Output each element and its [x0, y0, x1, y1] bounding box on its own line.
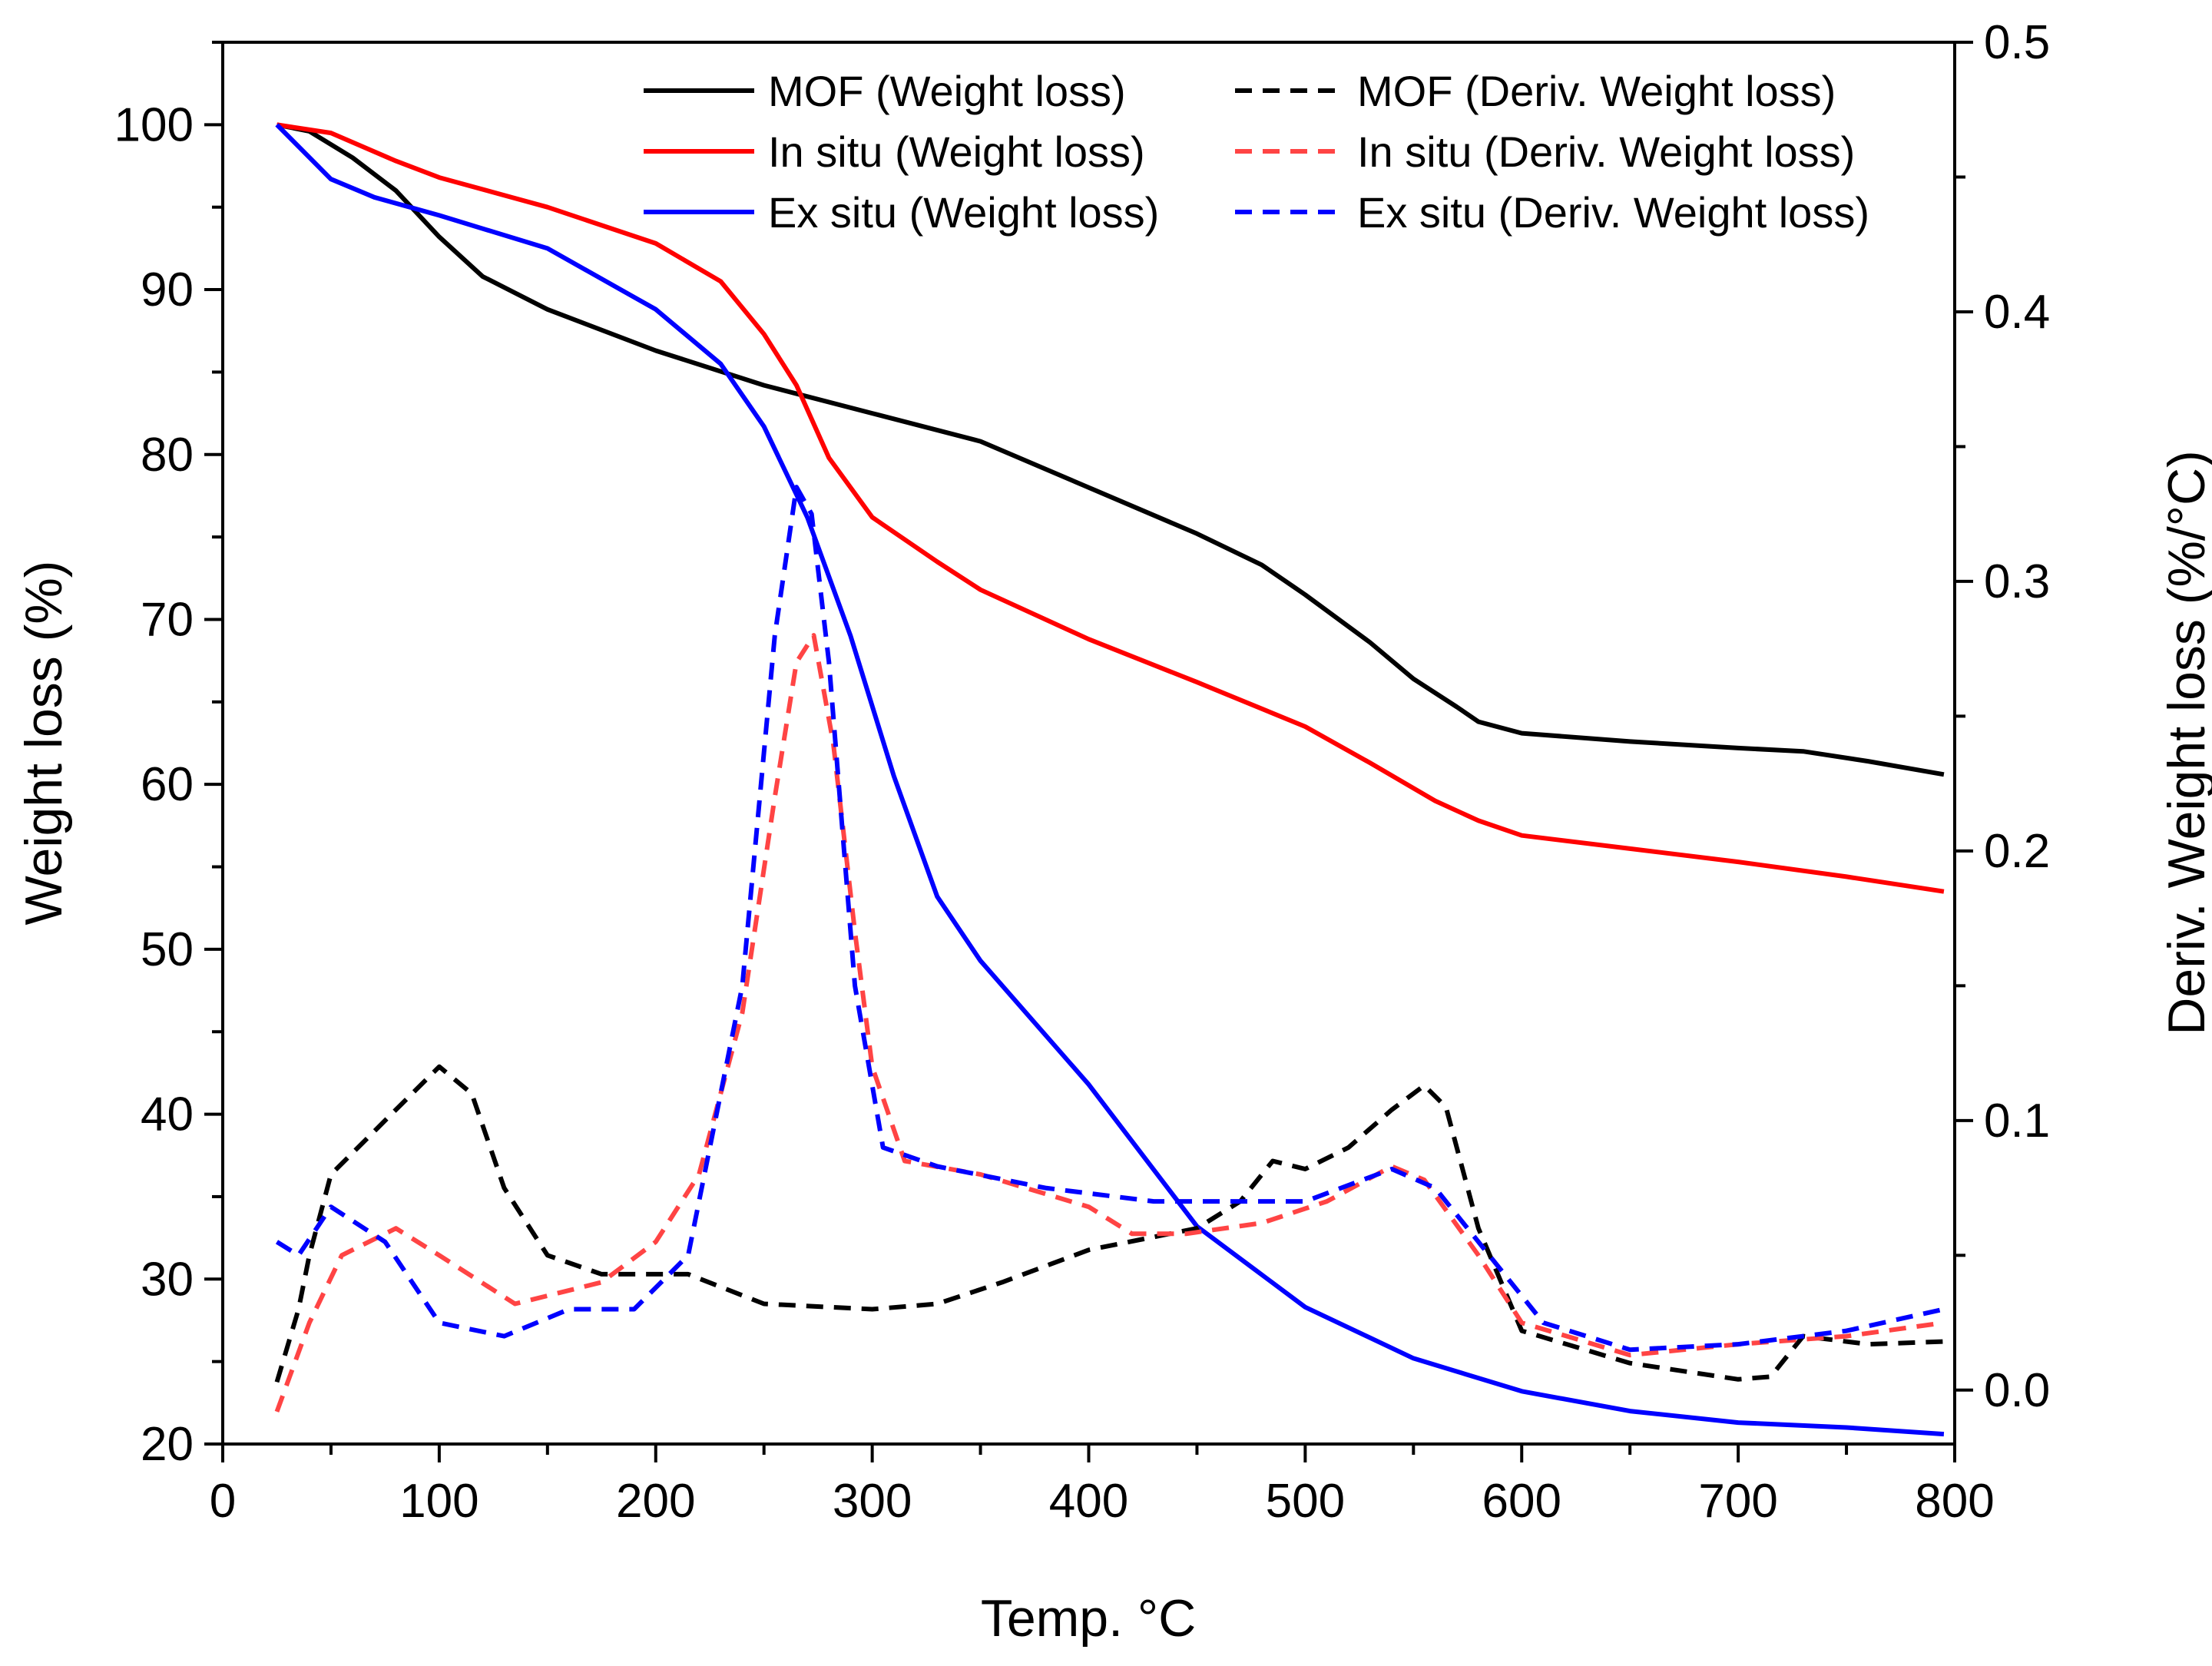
- y-tick-label: 20: [141, 1418, 194, 1471]
- y-tick-label: 80: [141, 429, 194, 482]
- y-tick-label: 90: [141, 263, 194, 316]
- legend-label-in-situ-weight-loss: In situ (Weight loss): [768, 128, 1145, 176]
- legend-label-mof-weight-loss: MOF (Weight loss): [768, 67, 1126, 115]
- x-tick-label: 700: [1698, 1475, 1777, 1528]
- x-tick-label: 500: [1266, 1475, 1345, 1528]
- series-line-mof-deriv-weight-loss: [274, 1064, 1945, 1383]
- y-tick-label: 30: [141, 1253, 194, 1306]
- series-line-ex-situ-weight-loss: [275, 123, 1945, 1437]
- y2-tick-label: 0.5: [1984, 16, 2050, 69]
- legend: MOF (Weight loss) In situ (Weight loss) Ex…: [644, 67, 1869, 237]
- series-line-ex-situ-deriv-weight-loss: [275, 485, 1945, 1353]
- y2-tick-label: 0.4: [1984, 286, 2050, 339]
- x-axis-title: Temp. °C: [981, 1589, 1196, 1648]
- legend-label-mof-deriv-weight-loss: MOF (Deriv. Weight loss): [1357, 67, 1836, 115]
- y2-tick-label: 0.1: [1984, 1095, 2050, 1148]
- y-axis-left: 20 30 40 50 60 70 80 90 100: [114, 41, 223, 1471]
- x-tick-label: 800: [1915, 1475, 1994, 1528]
- legend-label-in-situ-deriv-weight-loss: In situ (Deriv. Weight loss): [1357, 128, 1855, 176]
- x-tick-label: 400: [1049, 1475, 1128, 1528]
- x-axis: 0 100 200 300 400 500 600 700 800: [210, 1444, 1995, 1528]
- y2-tick-label: 0.0: [1984, 1364, 2050, 1417]
- x-tick-label: 300: [833, 1475, 912, 1528]
- series-layer: [274, 122, 1945, 1437]
- y-axis-title: Weight loss (%): [15, 561, 73, 926]
- series-line-in-situ-weight-loss: [276, 122, 1945, 894]
- series-line-in-situ-deriv-weight-loss: [274, 633, 1945, 1413]
- y2-tick-label: 0.3: [1984, 555, 2050, 608]
- series-line-mof-weight-loss: [276, 122, 1945, 777]
- y-tick-label: 50: [141, 923, 194, 976]
- x-tick-label: 200: [616, 1475, 695, 1528]
- legend-label-ex-situ-deriv-weight-loss: Ex situ (Deriv. Weight loss): [1357, 188, 1869, 237]
- y2-axis-title: Deriv. Weight loss (%/°C): [2157, 450, 2212, 1035]
- legend-label-ex-situ-weight-loss: Ex situ (Weight loss): [768, 188, 1159, 237]
- y-tick-label: 70: [141, 593, 194, 646]
- x-tick-label: 100: [399, 1475, 478, 1528]
- y-tick-label: 40: [141, 1088, 194, 1141]
- y-tick-label: 60: [141, 758, 194, 811]
- x-tick-label: 600: [1482, 1475, 1561, 1528]
- x-tick-label: 0: [210, 1475, 236, 1528]
- y2-tick-label: 0.2: [1984, 825, 2050, 878]
- y-tick-label: 100: [114, 98, 194, 151]
- y-axis-right: 0.0 0.1 0.2 0.3 0.4 0.5: [1955, 16, 2050, 1417]
